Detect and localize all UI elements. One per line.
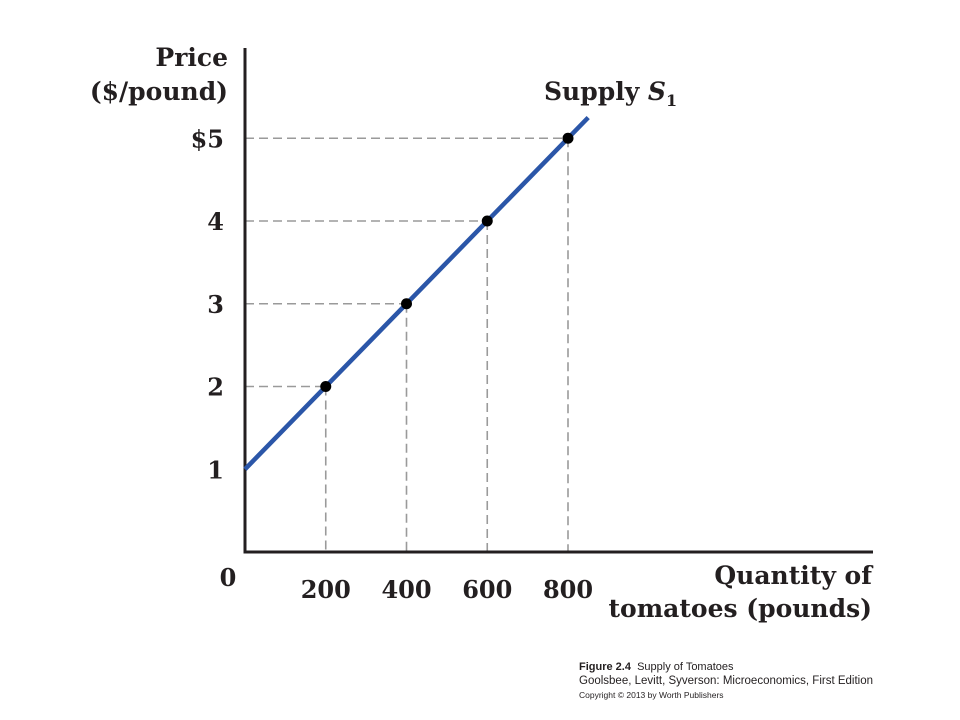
supply-line — [243, 115, 590, 471]
dashed-guide-lines — [245, 137, 569, 552]
supply-series-label: Supply S1 — [544, 77, 677, 110]
y-tick-3: 3 — [207, 290, 224, 319]
x-tick-600: 600 — [462, 575, 512, 604]
supply-chart: 1 2 3 4 $5 200 400 600 800 0 Price ($/pound) Qu… — [90, 43, 874, 623]
supply-series-label-main: Supply — [544, 77, 648, 106]
data-point-600 — [481, 215, 493, 227]
data-point-200 — [320, 381, 332, 392]
y-tick-2: 2 — [207, 373, 224, 402]
x-axis-title-line2: tomatoes (pounds) — [608, 594, 872, 623]
y-tick-4: 4 — [207, 207, 224, 236]
figure-title: Supply of Tomatoes — [637, 661, 734, 673]
figure-number: Figure 2.4 — [579, 661, 631, 673]
x-tick-labels: 200 400 600 800 — [301, 575, 593, 604]
caption-title-line: Figure 2.4 Supply of Tomatoes — [579, 660, 873, 674]
x-tick-800: 800 — [543, 575, 593, 604]
x-axis-title-line1: Quantity of — [714, 561, 874, 590]
origin-label: 0 — [220, 563, 237, 592]
x-tick-200: 200 — [301, 575, 351, 604]
y-tick-5: $5 — [191, 124, 224, 153]
figure-caption: Figure 2.4 Supply of Tomatoes Goolsbee, … — [579, 660, 873, 701]
y-axis-title-line2: ($/pound) — [90, 77, 228, 106]
y-tick-labels: 1 2 3 4 $5 — [191, 124, 224, 484]
y-axis-title-line1: Price — [155, 43, 228, 72]
data-point-400 — [401, 298, 412, 310]
y-tick-1: 1 — [207, 455, 224, 484]
data-point-800 — [562, 132, 574, 144]
x-tick-400: 400 — [381, 575, 431, 604]
supply-series-label-symbol: S — [648, 77, 666, 106]
data-points — [320, 132, 574, 392]
supply-series-label-subscript: 1 — [666, 91, 677, 110]
caption-copyright: Copyright © 2013 by Worth Publishers — [579, 690, 724, 700]
caption-source: Goolsbee, Levitt, Syverson: Microeconomi… — [579, 675, 874, 687]
